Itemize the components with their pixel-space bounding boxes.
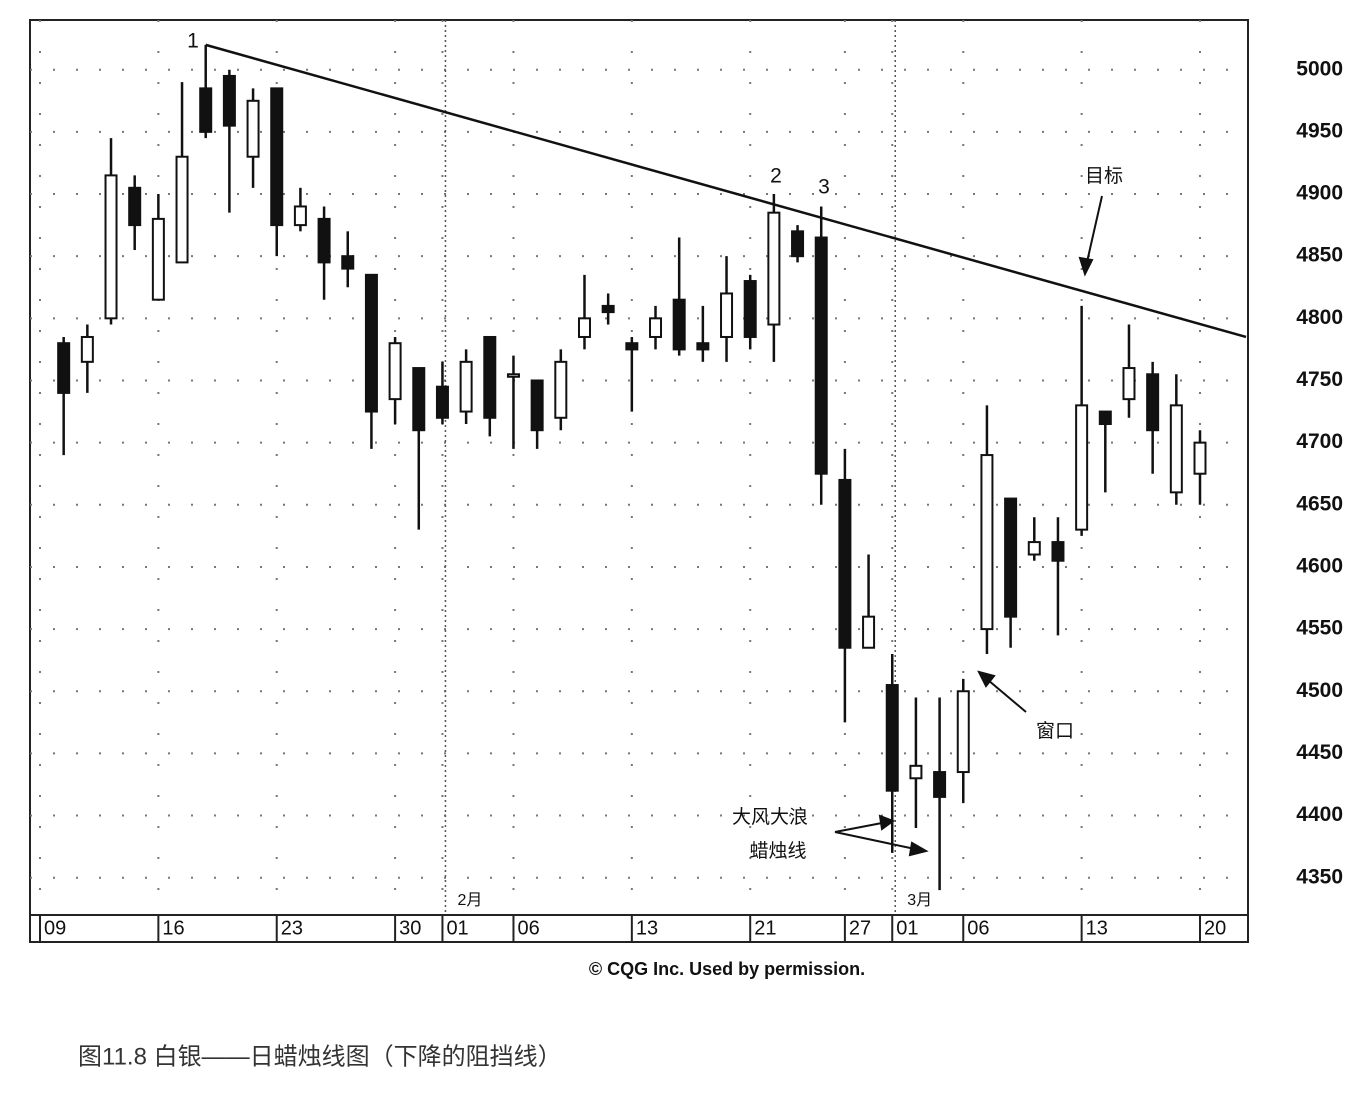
peak-label: 3: [818, 176, 830, 199]
candle-body: [1004, 497, 1018, 618]
candle-body: [720, 292, 734, 338]
y-tick-label: 5000: [1296, 57, 1343, 80]
y-tick-label: 4500: [1296, 679, 1343, 702]
candle-body: [625, 342, 639, 351]
candle-body: [151, 217, 165, 301]
x-tick-label: 13: [1086, 917, 1108, 939]
candle-body: [696, 342, 710, 351]
candle-body: [554, 360, 568, 419]
y-tick-label: 4800: [1296, 306, 1343, 329]
candle-body: [1169, 404, 1183, 494]
window-label: 窗口: [1036, 720, 1074, 742]
candle-body: [1051, 541, 1065, 562]
candle-body: [459, 360, 473, 413]
candle-body: [412, 367, 426, 432]
candle-body: [1146, 373, 1160, 432]
x-tick-label: 13: [636, 917, 658, 939]
x-tick-label: 01: [896, 917, 918, 939]
candle-body: [1027, 541, 1041, 556]
candle-body: [246, 99, 260, 158]
y-tick-label: 4850: [1296, 244, 1343, 267]
candle-body: [506, 373, 520, 378]
candle-body: [956, 690, 970, 774]
candle-body: [530, 379, 544, 432]
month-label: 2月: [457, 892, 482, 909]
candle-body: [1075, 404, 1089, 531]
y-tick-label: 4750: [1296, 368, 1343, 391]
candle-body: [791, 230, 805, 258]
target-label: 目标: [1085, 165, 1123, 187]
x-tick-label: 23: [281, 917, 303, 939]
candle-body: [767, 211, 781, 326]
candle-body: [483, 335, 497, 419]
candle-body: [57, 342, 71, 394]
candle-body: [1193, 441, 1207, 475]
note-label: 蜡烛线: [749, 840, 806, 862]
trend-line: [205, 43, 1247, 339]
y-tick-label: 4450: [1296, 741, 1343, 764]
candle-body: [649, 317, 663, 338]
candle-body: [199, 87, 213, 133]
candle-body: [980, 454, 994, 631]
x-tick-label: 30: [399, 917, 421, 939]
candle-body: [1098, 410, 1112, 425]
candle-body: [838, 478, 852, 649]
arrows: [834, 195, 1103, 857]
y-tick-label: 4650: [1296, 492, 1343, 515]
source-note: © CQG Inc. Used by permission.: [589, 959, 865, 979]
candle-body: [388, 342, 402, 401]
plot-frame: [29, 19, 1249, 943]
candle-body: [80, 335, 94, 363]
candle-body: [601, 304, 615, 314]
candle-body: [909, 764, 923, 780]
candle-body: [435, 385, 449, 419]
candle-body: [743, 280, 757, 338]
y-tick-label: 4950: [1296, 119, 1343, 142]
x-tick-label: 16: [162, 917, 184, 939]
x-tick-label: 20: [1204, 917, 1226, 939]
candle-body: [672, 298, 686, 351]
x-tick-label: 01: [446, 917, 468, 939]
candle-body: [293, 205, 307, 227]
x-tick-label: 06: [967, 917, 989, 939]
candle-body: [885, 684, 899, 792]
candle-body: [128, 186, 142, 227]
candle-body: [175, 155, 189, 264]
candle-body: [317, 217, 331, 264]
y-tick-label: 4550: [1296, 617, 1343, 640]
candle-body: [222, 74, 236, 127]
y-tick-label: 4700: [1296, 430, 1343, 453]
candle-body: [364, 273, 378, 413]
candle-body: [1122, 367, 1136, 401]
month-label: 3月: [907, 892, 932, 909]
y-tick-label: 4400: [1296, 803, 1343, 826]
candle-body: [104, 174, 118, 320]
y-tick-label: 4350: [1296, 865, 1343, 888]
y-tick-label: 4600: [1296, 554, 1343, 577]
y-tick-label: 4900: [1296, 182, 1343, 205]
x-tick-label: 06: [517, 917, 539, 939]
peak-label: 1: [187, 30, 199, 53]
peak-label: 2: [770, 165, 782, 188]
candle-body: [577, 317, 591, 338]
candle-body: [341, 255, 355, 270]
x-tick-label: 27: [849, 917, 871, 939]
candle-body: [270, 87, 284, 227]
x-tick-label: 21: [754, 917, 776, 939]
candle-body: [814, 236, 828, 475]
candle-body: [933, 771, 947, 798]
caption: 图11.8 白银——日蜡烛线图（下降的阻挡线）: [78, 1043, 562, 1070]
x-tick-label: 09: [44, 917, 66, 939]
note-label: 大风大浪: [732, 806, 808, 828]
candle-body: [862, 615, 876, 649]
